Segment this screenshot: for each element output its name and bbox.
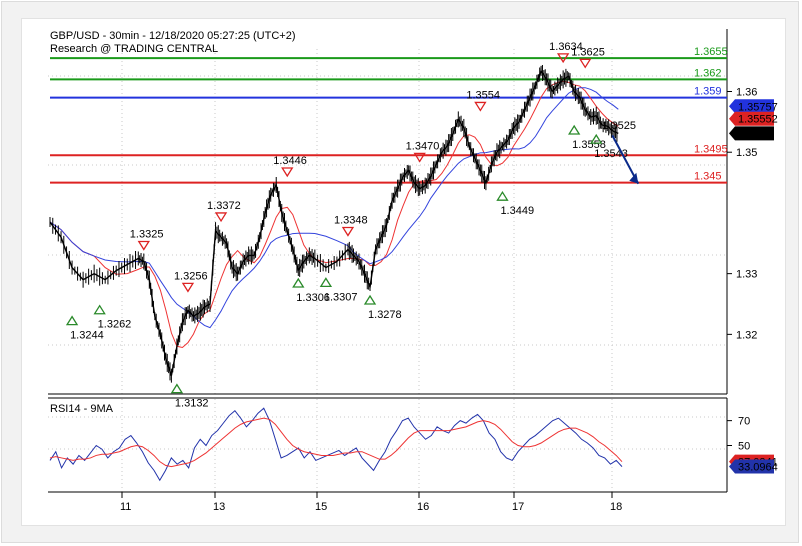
x-tick-label: 11 <box>120 501 131 513</box>
marker-label: 1.3306 <box>296 292 330 304</box>
sell-marker-icon <box>413 152 426 163</box>
price-badge-label: 1.3531 <box>738 128 772 140</box>
x-tick-label: 16 <box>417 501 429 513</box>
marker-label: 1.3256 <box>174 270 208 282</box>
price-badge <box>729 99 774 114</box>
sell-marker-icon <box>556 53 570 64</box>
marker-label: 1.3625 <box>571 46 605 58</box>
sell-marker-icon <box>181 282 195 293</box>
buy-marker-icon <box>496 190 509 201</box>
buy-marker-icon <box>568 124 581 135</box>
x-tick-label: 13 <box>213 501 225 513</box>
marker-label: 1.3372 <box>207 200 241 212</box>
y-tick-label: 1.33 <box>736 269 757 281</box>
level-label-resistance: 1.362 <box>694 67 722 79</box>
price-chart: GBP/USD - 30min - 12/18/2020 05:27:25 (U… <box>48 29 778 513</box>
marker-label: 1.3278 <box>368 309 402 321</box>
chart-canvas: GBP/USD - 30min - 12/18/2020 05:27:25 (U… <box>21 18 786 526</box>
grid <box>48 49 727 492</box>
buy-marker-icon <box>590 133 603 144</box>
marker-label: 1.3470 <box>406 140 440 152</box>
sell-marker-icon <box>137 240 150 251</box>
sell-marker-icon <box>281 167 294 178</box>
rsi-series <box>49 407 623 482</box>
price-axis-ticks: 1.36 1.35 1.33 1.32 <box>727 87 757 341</box>
price-badge <box>729 126 774 141</box>
y-tick-label: 1.35 <box>736 147 757 159</box>
rsi-tick-label: 70 <box>738 416 750 428</box>
x-tick-label: 17 <box>512 501 524 513</box>
marker-label: 1.3554 <box>466 89 500 101</box>
rsi-badge-label: 33.0964 <box>738 462 778 474</box>
rsi-badge <box>729 459 774 474</box>
marker-label: 1.3244 <box>70 330 104 342</box>
chart-subtitle: Research @ TRADING CENTRAL <box>50 43 218 55</box>
rsi-ma-line <box>49 417 623 468</box>
level-label-resistance: 1.3655 <box>694 46 728 58</box>
ma-slow-line <box>49 87 619 329</box>
price-series <box>49 64 619 383</box>
chart-title: GBP/USD - 30min - 12/18/2020 05:27:25 (U… <box>50 30 295 42</box>
sell-marker-icon <box>214 212 228 223</box>
rsi-panel-label: RSI14 - 9MA <box>50 403 114 415</box>
buy-marker-icon <box>319 277 333 288</box>
rsi-line <box>49 407 623 482</box>
sell-marker-icon <box>474 101 487 112</box>
marker-label: 1.3348 <box>334 215 368 227</box>
marker-label: 1.3446 <box>273 155 307 167</box>
buy-marker-icon <box>170 383 184 394</box>
price-badge-label: 1.35552 <box>738 114 778 126</box>
marker-label: 1.3449 <box>500 205 534 217</box>
rsi-axis-ticks: 70 50 <box>727 416 750 453</box>
projection-arrow <box>611 134 640 185</box>
level-label-support: 1.345 <box>694 171 722 183</box>
marker-label: 1.3262 <box>98 319 132 331</box>
time-axis-ticks: 11 13 15 16 17 18 <box>120 492 622 513</box>
marker-label: 1.3543 <box>594 148 628 160</box>
x-tick-label: 18 <box>610 501 622 513</box>
marker-label: 1.3325 <box>130 228 164 240</box>
y-tick-label: 1.32 <box>736 329 757 341</box>
buy-marker-icon <box>363 294 377 305</box>
price-line <box>49 69 619 376</box>
key-levels: 1.3655 1.362 1.359 1.3495 1.345 <box>50 46 728 184</box>
y-tick-label: 1.36 <box>736 87 757 99</box>
level-label-support: 1.3495 <box>694 143 728 155</box>
rsi-tick-label: 50 <box>738 441 750 453</box>
marker-label: 1.3307 <box>324 291 358 303</box>
buy-marker-icon <box>93 304 106 315</box>
buy-marker-icon <box>292 277 305 288</box>
x-tick-label: 15 <box>315 501 327 513</box>
buy-marker-icon <box>65 315 79 326</box>
marker-label: 1.3525 <box>602 120 636 132</box>
level-label-pivot: 1.359 <box>694 86 722 98</box>
projection-arrow-head-icon <box>629 172 639 184</box>
marker-label: 1.3132 <box>175 398 209 410</box>
moving-averages <box>49 80 619 349</box>
rsi-badges: 37.034133.0964 <box>729 454 778 474</box>
marker-label: 1.3558 <box>572 139 606 151</box>
price-badge <box>729 111 774 126</box>
marker-label: 1.3634 <box>549 41 583 53</box>
sell-marker-icon <box>579 58 592 69</box>
price-badge-label: 1.35757 <box>738 101 778 113</box>
sell-marker-icon <box>341 226 355 237</box>
